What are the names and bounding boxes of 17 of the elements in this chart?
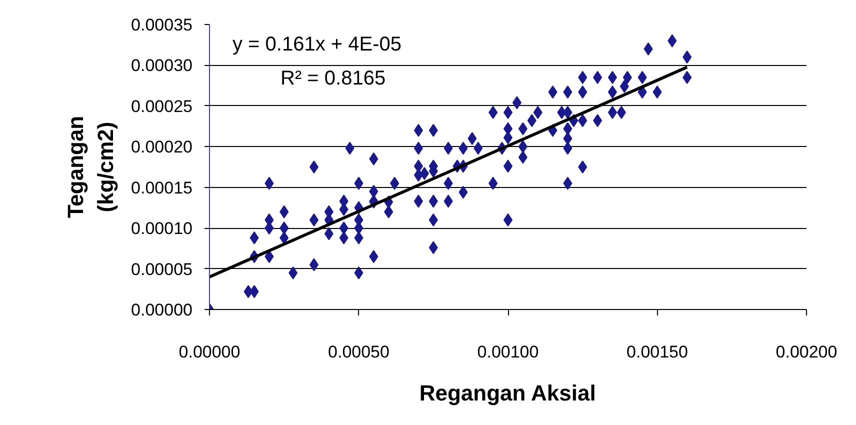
y-axis-title: Tegangan (kg/cm2) bbox=[63, 116, 118, 218]
x-tick-label: 0.00050 bbox=[328, 342, 390, 362]
x-tick-label: 0.00100 bbox=[477, 342, 539, 362]
y-tick-label: 0.00005 bbox=[131, 260, 192, 279]
x-tick-label: 0.00000 bbox=[178, 342, 240, 362]
y-tick-label: 0.00000 bbox=[131, 300, 192, 320]
y-tick-label: 0.00010 bbox=[131, 219, 192, 238]
x-tick-label: 0.00150 bbox=[626, 342, 688, 362]
y-tick-label: 0.00035 bbox=[131, 16, 192, 34]
x-tick-label: 0.00200 bbox=[776, 342, 838, 362]
y-tick-label: 0.00030 bbox=[131, 56, 192, 76]
annotation: y = 0.161x + 4E-05 bbox=[232, 34, 402, 56]
x-axis-title: Regangan Aksial bbox=[419, 380, 596, 406]
annotation: R² = 0.8165 bbox=[280, 68, 386, 90]
y-tick-label: 0.00020 bbox=[131, 138, 192, 157]
y-tick-label: 0.00015 bbox=[131, 178, 192, 198]
y-tick-label: 0.00025 bbox=[131, 96, 192, 116]
